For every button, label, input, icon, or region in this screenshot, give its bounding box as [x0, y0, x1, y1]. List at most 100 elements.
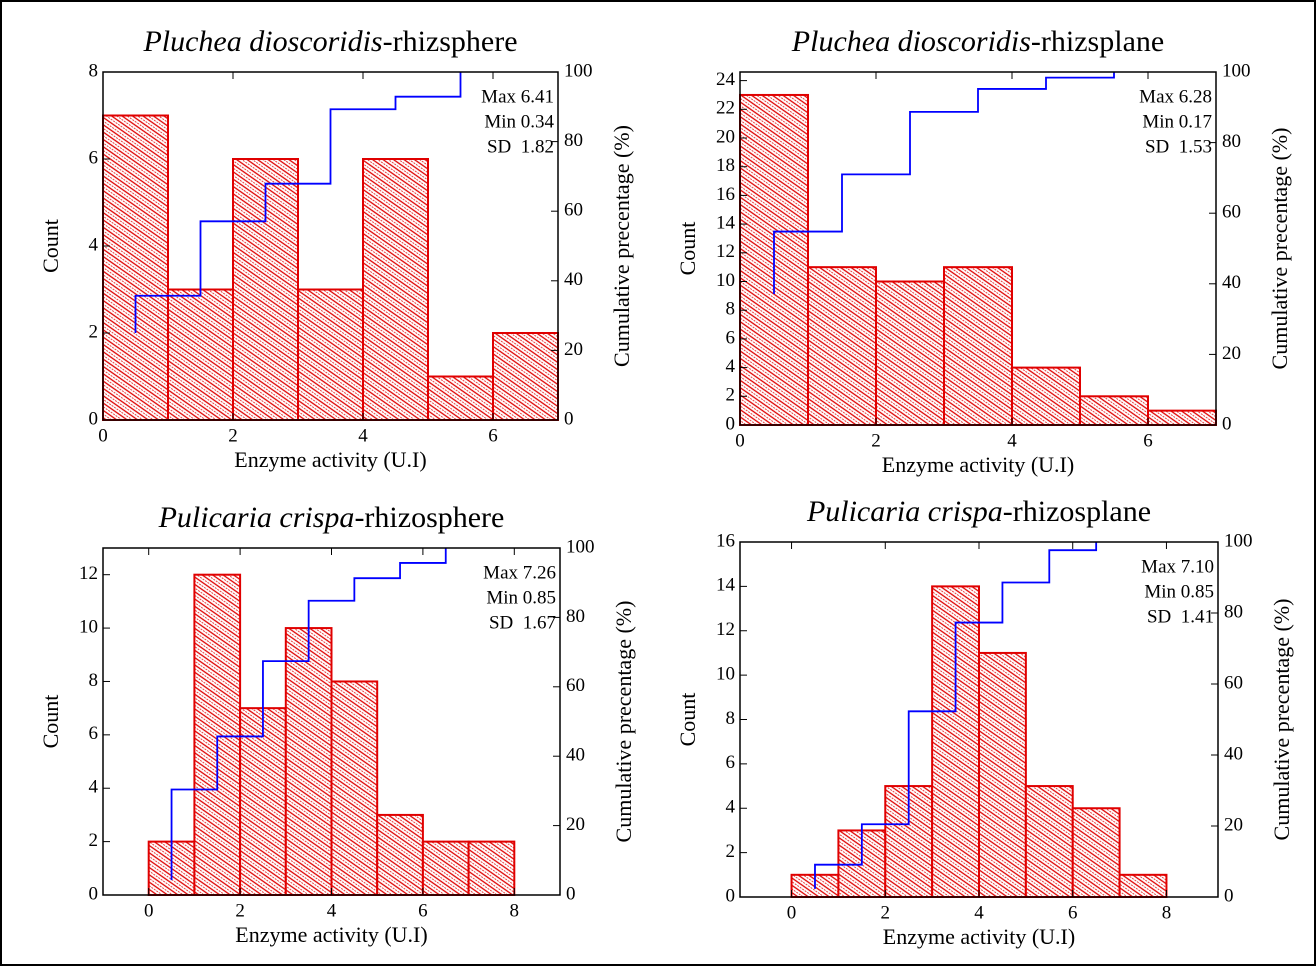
y-tick-label: 14: [716, 212, 736, 233]
y-tick-label: 4: [726, 356, 736, 377]
y-tick-label: 12: [716, 619, 735, 640]
x-tick-label: 2: [871, 430, 881, 451]
title-species: Pulicaria crispa: [158, 501, 355, 534]
y2-tick-label: 20: [1224, 814, 1243, 835]
bar: [1024, 785, 1074, 898]
cumulative-line: [170, 548, 447, 881]
y2-tick-label: 80: [1224, 601, 1243, 622]
stat-text: SD 1.41: [1147, 606, 1214, 627]
bar: [1079, 395, 1149, 426]
y-tick-label: 10: [79, 616, 98, 637]
bar: [978, 651, 1027, 898]
stat-text: Min 0.34: [484, 111, 554, 132]
x-tick-label: 4: [1007, 430, 1017, 451]
y-tick-label: 8: [89, 670, 99, 691]
y-tick-label: 22: [716, 98, 735, 119]
x-tick-label: 2: [228, 425, 238, 446]
title-species: Pulicaria crispa: [806, 495, 1003, 528]
x-tick-label: 6: [1143, 430, 1153, 451]
y2-axis-label: Cumulative precentage (%): [609, 125, 634, 367]
y-tick-label: 4: [89, 777, 99, 798]
bar: [284, 627, 333, 896]
y2-tick-label: 40: [566, 745, 585, 766]
x-tick-label: 0: [787, 902, 797, 923]
y2-tick-label: 60: [564, 200, 583, 221]
y2-tick-label: 60: [1222, 202, 1241, 223]
y2-axis-label: Cumulative precentage (%): [1269, 599, 1294, 841]
y-tick-label: 24: [716, 69, 736, 90]
y2-tick-label: 80: [564, 130, 583, 151]
x-axis-label: Enzyme activity (U.I): [234, 447, 426, 472]
y2-tick-label: 40: [564, 269, 583, 290]
chart-title: Pulicaria crispa-rhizosphere: [158, 501, 505, 534]
y-tick-label: 0: [89, 408, 99, 429]
x-axis-label: Enzyme activity (U.I): [882, 452, 1074, 477]
y-axis-label: Count: [38, 695, 63, 749]
x-tick-label: 0: [98, 425, 108, 446]
y-tick-label: 0: [89, 883, 99, 904]
bar: [492, 332, 559, 421]
stat-text: Max 6.41: [481, 86, 554, 107]
title-part: -rhizosphere: [354, 501, 504, 534]
bar: [807, 266, 877, 427]
bar: [427, 375, 494, 421]
bar: [102, 114, 169, 421]
y-tick-label: 16: [716, 530, 735, 551]
y2-tick-label: 80: [566, 606, 585, 627]
y2-tick-label: 100: [564, 60, 593, 81]
bar: [330, 680, 379, 897]
x-tick-label: 2: [235, 900, 245, 921]
title-species: Pluchea dioscoridis: [791, 25, 1031, 58]
y2-tick-label: 100: [1222, 60, 1251, 81]
bar: [421, 840, 470, 896]
y-tick-label: 0: [726, 885, 736, 906]
y2-tick-label: 60: [566, 675, 585, 696]
x-tick-label: 0: [735, 430, 745, 451]
x-tick-label: 4: [974, 902, 984, 923]
x-tick-label: 6: [1068, 902, 1078, 923]
bar: [1118, 873, 1168, 898]
x-tick-label: 8: [510, 900, 520, 921]
chart-title: Pluchea dioscoridis-rhizsplane: [791, 25, 1164, 58]
stat-text: Max 7.26: [483, 562, 556, 583]
y2-tick-label: 60: [1224, 672, 1243, 693]
x-tick-label: 6: [488, 425, 498, 446]
bar: [167, 288, 234, 421]
y-tick-label: 12: [716, 241, 735, 262]
y-tick-label: 2: [89, 830, 99, 851]
bar: [943, 266, 1013, 427]
bar: [1071, 807, 1121, 898]
bar: [1147, 409, 1217, 427]
stat-text: Min 0.85: [486, 587, 556, 608]
plot-frame: [739, 71, 1217, 426]
y2-tick-label: 0: [1222, 413, 1232, 434]
bar: [1011, 366, 1081, 426]
y-tick-label: 6: [726, 752, 736, 773]
bar: [362, 158, 429, 421]
title-part: -rhizsplane: [1031, 25, 1164, 58]
y-tick-label: 6: [89, 147, 99, 168]
y-tick-label: 6: [89, 723, 99, 744]
bar: [875, 280, 945, 426]
y-tick-label: 0: [726, 413, 736, 434]
y-tick-label: 14: [716, 575, 736, 596]
stat-text: Min 0.85: [1144, 581, 1214, 602]
y-tick-label: 8: [89, 60, 99, 81]
x-tick-label: 4: [358, 425, 368, 446]
x-axis-label: Enzyme activity (U.I): [235, 922, 427, 947]
chart-title: Pulicaria crispa-rhizosplane: [806, 495, 1151, 528]
y-tick-label: 4: [89, 234, 99, 255]
stat-text: Max 6.28: [1139, 86, 1212, 107]
y-tick-label: 16: [716, 184, 735, 205]
y2-tick-label: 0: [564, 408, 574, 429]
title-part: -rhizsphere: [383, 25, 518, 58]
bar: [467, 840, 516, 896]
y2-tick-label: 40: [1224, 743, 1243, 764]
y2-tick-label: 20: [564, 339, 583, 360]
y2-tick-label: 20: [1222, 343, 1241, 364]
stat-text: SD 1.67: [489, 612, 556, 633]
stat-text: Max 7.10: [1141, 556, 1214, 577]
y-tick-label: 20: [716, 126, 735, 147]
